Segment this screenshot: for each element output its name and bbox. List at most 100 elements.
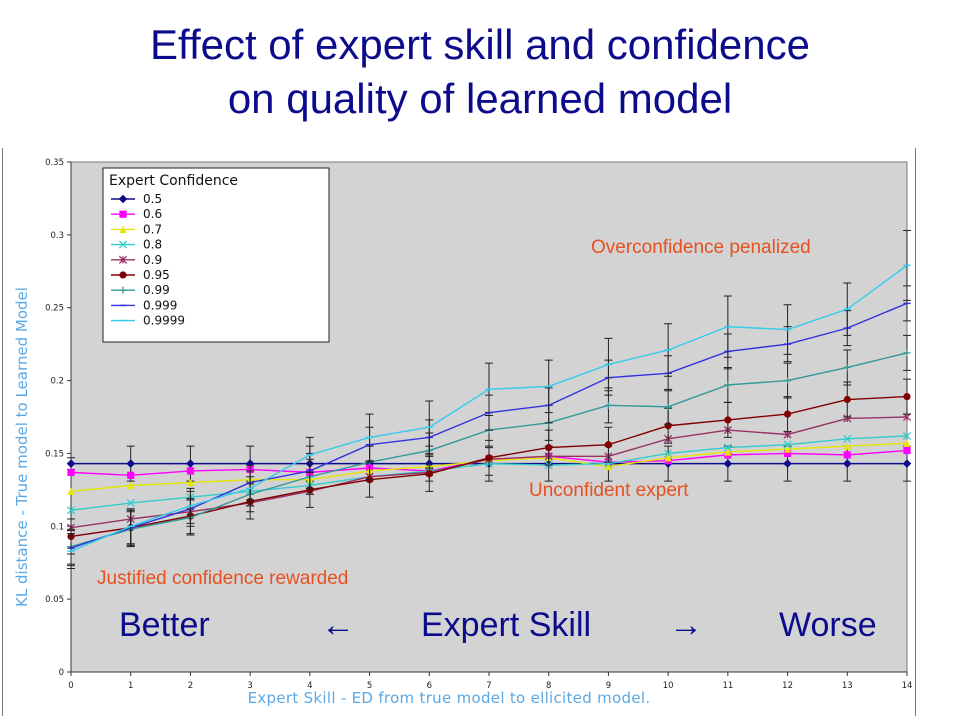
legend-entry: 0.9999 <box>111 314 185 328</box>
x-tick-label: 14 <box>902 681 913 691</box>
skill-left-arrow: ← <box>321 606 355 644</box>
data-point <box>783 410 792 418</box>
data-point <box>903 349 911 357</box>
data-point <box>186 478 195 487</box>
data-point <box>843 363 851 372</box>
data-point <box>843 442 851 450</box>
data-point <box>783 376 792 385</box>
data-point <box>783 430 792 439</box>
data-point <box>119 271 127 279</box>
data-point <box>783 449 792 458</box>
legend-entry: 0.7 <box>111 222 162 236</box>
data-point <box>902 459 912 468</box>
data-point <box>664 403 672 411</box>
data-point <box>902 412 912 422</box>
data-point <box>724 416 732 424</box>
data-point <box>126 498 135 508</box>
series-0-9999 <box>67 229 911 570</box>
legend-label: 0.5 <box>143 192 162 206</box>
data-point <box>842 459 852 468</box>
y-tick-label: 0.15 <box>45 449 64 459</box>
data-point <box>604 459 613 468</box>
data-point <box>66 506 76 515</box>
data-point <box>903 439 911 447</box>
data-point <box>723 459 733 468</box>
x-tick-label: 4 <box>307 681 312 691</box>
data-point <box>724 448 732 456</box>
data-point <box>604 441 613 449</box>
y-tick-label: 0.25 <box>45 304 64 314</box>
y-tick-label: 0 <box>59 668 64 678</box>
skill-right-arrow: → <box>669 606 703 644</box>
x-tick-label: 10 <box>663 681 674 691</box>
x-tick-label: 12 <box>782 681 793 691</box>
data-point <box>664 449 673 458</box>
x-tick-label: 1 <box>128 681 133 691</box>
legend-entry: 0.6 <box>111 207 162 221</box>
legend-label: 0.99 <box>143 283 170 297</box>
annotation-justified: Justified confidence rewarded <box>97 568 348 589</box>
legend-box <box>102 167 330 343</box>
data-point <box>425 470 433 478</box>
data-point <box>664 454 672 462</box>
annotation-unconfident: Unconfident expert <box>529 480 689 501</box>
y-axis-label: KL distance - True model to Learned Mode… <box>13 287 31 607</box>
slide-title: Effect of expert skill and confidence on… <box>0 18 960 126</box>
data-point <box>545 444 553 452</box>
data-point <box>118 194 128 204</box>
data-point <box>604 401 613 409</box>
legend-entry: 0.999 <box>111 298 177 312</box>
x-tick-label: 11 <box>722 681 733 691</box>
data-point <box>724 381 732 389</box>
data-point <box>902 431 912 441</box>
data-point <box>119 210 127 218</box>
data-point <box>119 225 127 233</box>
y-tick-label: 0.1 <box>50 522 64 532</box>
legend-label: 0.8 <box>143 238 162 252</box>
data-point <box>783 440 792 449</box>
skill-label: Expert Skill <box>421 606 591 644</box>
annotation-overconfidence: Overconfidence penalized <box>591 237 811 258</box>
x-tick-label: 9 <box>606 681 611 691</box>
data-point <box>604 462 613 471</box>
annotations: Overconfidence penalized Unconfident expe… <box>97 237 811 589</box>
data-point <box>783 445 792 453</box>
legend-label: 0.6 <box>143 207 162 221</box>
x-tick-label: 2 <box>188 681 193 691</box>
data-point <box>186 459 195 468</box>
data-point <box>66 459 76 468</box>
skill-worse-label: Worse <box>779 606 877 644</box>
title-line-1: Effect of expert skill and confidence <box>150 21 810 68</box>
legend-entry: 0.95 <box>111 268 170 282</box>
data-point <box>67 487 75 495</box>
data-point <box>118 240 128 249</box>
legend-label: 0.95 <box>143 268 170 282</box>
y-tick-label: 0.3 <box>50 231 64 241</box>
legend-title: Expert Confidence <box>109 173 238 189</box>
data-point <box>118 255 128 264</box>
y-tick-label: 0.35 <box>45 158 64 168</box>
x-tick-label: 3 <box>247 681 252 691</box>
data-point <box>903 393 911 401</box>
x-tick-label: 7 <box>486 681 491 691</box>
data-point <box>843 451 851 459</box>
data-point <box>843 395 851 404</box>
legend-label: 0.9 <box>143 253 162 267</box>
title-line-2: on quality of learned model <box>227 75 733 122</box>
y-tick-label: 0.05 <box>45 595 64 605</box>
data-point <box>485 454 493 462</box>
x-axis-label: Expert Skill - ED from true model to ell… <box>248 689 651 707</box>
data-point <box>783 459 792 468</box>
y-tick-label: 0.2 <box>50 377 64 387</box>
data-point <box>903 446 911 455</box>
kl-distance-chart: 0 1 2 3 4 5 6 7 8 9 10 11 12 13 1400.050.10.150.20.250… <box>13 158 912 707</box>
data-point <box>127 471 135 479</box>
axes: 0 1 2 3 4 5 6 7 8 9 10 11 12 13 1400.050.10.150.20.250… <box>13 158 912 707</box>
data-point <box>126 459 136 468</box>
data-point <box>723 443 732 452</box>
x-tick-label: 13 <box>842 681 853 691</box>
skill-axis-caption: Better ← Expert Skill → Worse <box>119 606 877 644</box>
x-tick-label: 0 <box>68 681 73 691</box>
data-point <box>127 481 135 490</box>
legend-label: 0.7 <box>143 222 162 236</box>
